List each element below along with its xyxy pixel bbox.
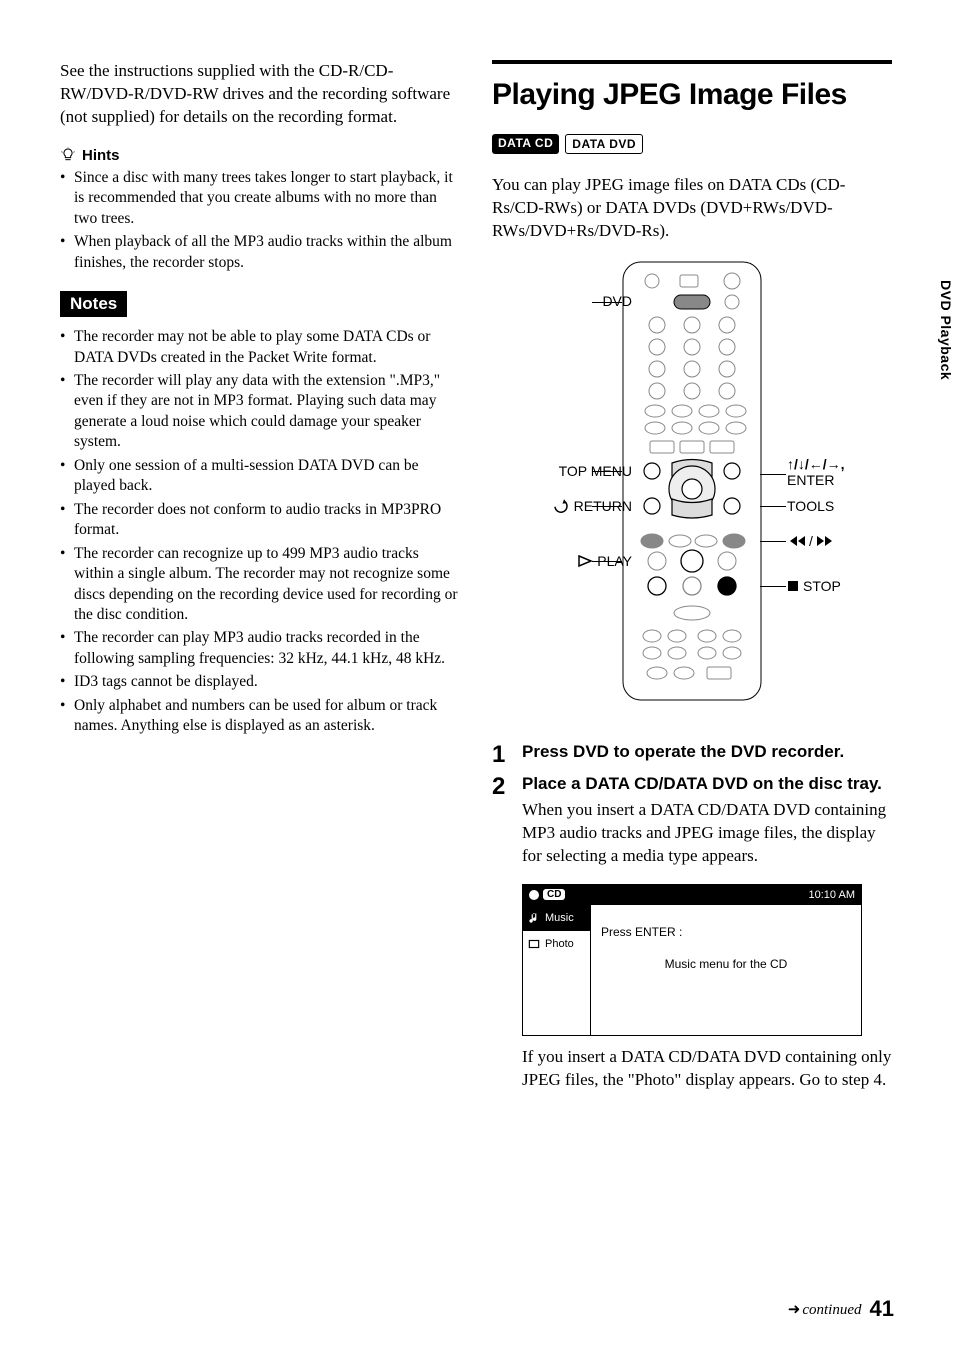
remote-icon	[622, 261, 762, 701]
page-footer: continued 41	[788, 1296, 894, 1322]
play-icon	[577, 554, 593, 568]
ui-sidebar: Music Photo	[523, 905, 591, 1035]
cd-label: CD	[543, 889, 565, 900]
ui-main-panel: Press ENTER : Music menu for the CD	[591, 905, 861, 1035]
list-item: Only alphabet and numbers can be used fo…	[60, 696, 460, 737]
list-item: The recorder may not be able to play som…	[60, 327, 460, 368]
callout-stop: STOP	[787, 578, 841, 594]
list-item: The recorder will play any data with the…	[60, 371, 460, 453]
skip-prev-next-icon: /	[787, 533, 835, 549]
callout-dvd: DVD	[602, 293, 632, 309]
ui-submessage: Music menu for the CD	[601, 957, 851, 971]
list-item: When playback of all the MP3 audio track…	[60, 232, 460, 273]
list-item: The recorder does not conform to audio t…	[60, 500, 460, 541]
callout-arrows-enter: ↑/↓/←/→, ENTER	[787, 456, 845, 488]
tv-screen-mock: CD 10:10 AM Music Photo Press ENTER :	[522, 884, 862, 1036]
list-item: ID3 tags cannot be displayed.	[60, 672, 460, 692]
callout-return: RETURN	[552, 498, 632, 514]
page-title: Playing JPEG Image Files	[492, 78, 892, 112]
step-title: Place a DATA CD/DATA DVD on the disc tra…	[522, 773, 892, 795]
title-bar: Playing JPEG Image Files	[492, 60, 892, 112]
right-intro: You can play JPEG image files on DATA CD…	[492, 174, 892, 243]
list-item: The recorder can recognize up to 499 MP3…	[60, 544, 460, 626]
ui-time: 10:10 AM	[809, 889, 855, 901]
step-number: 1	[492, 741, 512, 769]
callout-tools: TOOLS	[787, 498, 834, 514]
sidebar-item-photo[interactable]: Photo	[523, 931, 590, 957]
after-ui-text: If you insert a DATA CD/DATA DVD contain…	[522, 1046, 892, 1092]
ui-message: Press ENTER :	[601, 925, 851, 939]
section-tab: DVD Playback	[938, 280, 954, 380]
callout-skip: /	[787, 533, 835, 549]
remote-diagram: DVD TOP MENU RETURN PLAY ↑/↓/←/→, ENTER …	[492, 261, 892, 711]
left-intro: See the instructions supplied with the C…	[60, 60, 460, 129]
stop-icon	[787, 580, 799, 592]
arrows-icon: ↑/↓/←/→,	[787, 456, 845, 472]
hint-lightbulb-icon	[60, 147, 76, 163]
list-item: Since a disc with many trees takes longe…	[60, 168, 460, 229]
callout-topmenu: TOP MENU	[559, 463, 632, 479]
page-number: 41	[870, 1296, 894, 1322]
hints-label: Hints	[82, 147, 120, 164]
format-badges: DATA CD DATA DVD	[492, 134, 892, 154]
list-item: The recorder can play MP3 audio tracks r…	[60, 628, 460, 669]
return-icon	[552, 499, 570, 513]
right-column: Playing JPEG Image Files DATA CD DATA DV…	[492, 60, 892, 1104]
callout-play: PLAY	[577, 553, 632, 569]
badge-data-dvd: DATA DVD	[565, 134, 643, 154]
hints-list: Since a disc with many trees takes longe…	[60, 168, 460, 273]
hints-heading: Hints	[60, 147, 460, 164]
continued-label: continued	[788, 1300, 862, 1319]
left-column: See the instructions supplied with the C…	[60, 60, 460, 1104]
step-2: 2 Place a DATA CD/DATA DVD on the disc t…	[492, 773, 892, 880]
sidebar-item-music[interactable]: Music	[523, 905, 590, 931]
notes-list: The recorder may not be able to play som…	[60, 327, 460, 737]
step-text: When you insert a DATA CD/DATA DVD conta…	[522, 799, 892, 868]
photo-frame-icon	[527, 937, 541, 951]
list-item: Only one session of a multi-session DATA…	[60, 456, 460, 497]
badge-data-cd: DATA CD	[492, 134, 559, 154]
step-title: Press DVD to operate the DVD recorder.	[522, 741, 892, 763]
ui-topbar: CD 10:10 AM	[523, 885, 861, 905]
step-number: 2	[492, 773, 512, 880]
disc-dot-icon	[529, 890, 539, 900]
music-note-icon	[527, 911, 541, 925]
step-1: 1 Press DVD to operate the DVD recorder.	[492, 741, 892, 769]
notes-heading: Notes	[60, 291, 127, 317]
